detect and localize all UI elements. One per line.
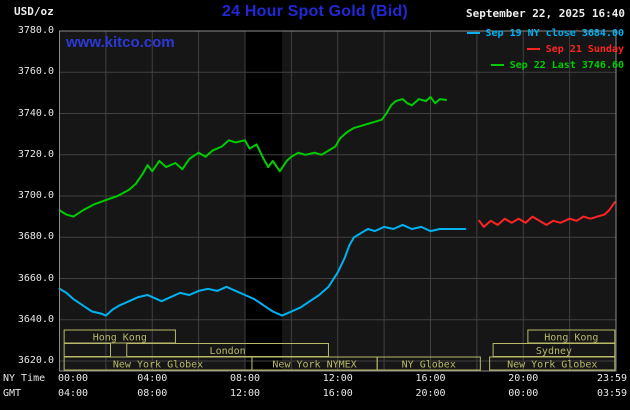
- session-label: NY Globex: [402, 360, 456, 371]
- page-title: 24 Hour Spot Gold (Bid): [222, 3, 408, 20]
- legend-dash-sep21: [526, 48, 540, 50]
- session-label: Hong Kong: [93, 333, 147, 344]
- x-tick-ny: 20:00: [508, 373, 539, 384]
- x-tick-gmt: 20:00: [415, 388, 446, 399]
- legend-row-sep19: Sep 19 NY close 3684.00: [466, 25, 624, 41]
- session-label: New York Globex: [113, 360, 203, 371]
- y-tick-label: 3680.0: [17, 231, 54, 243]
- y-tick-label: 3780.0: [17, 25, 54, 36]
- session-label: Hong Kong: [544, 333, 598, 344]
- x-tick-ny: 00:00: [57, 373, 89, 384]
- legend-row-sep21: Sep 21 Sunday: [467, 41, 624, 57]
- y-tick-label: 3740.0: [17, 107, 54, 119]
- session-label: New York Globex: [507, 360, 597, 371]
- series-line-1: [478, 201, 616, 228]
- session-label: New York NYMEX: [272, 360, 356, 371]
- legend-label-sep22: Sep 22 Last 3746.60: [509, 59, 624, 71]
- gmt-axis-label: GMT: [3, 388, 22, 399]
- x-tick-ny: 16:00: [415, 373, 446, 384]
- ny-time-axis-label: NY Time: [3, 373, 46, 384]
- y-tick-label: 3760.0: [17, 66, 54, 78]
- x-tick-ny: 12:00: [322, 373, 353, 384]
- legend-dash-sep22: [490, 64, 504, 66]
- x-tick-gmt: 03:59: [596, 388, 628, 399]
- session-label: London: [210, 346, 246, 357]
- series-line-0: [58, 223, 467, 317]
- x-tick-gmt: 16:00: [322, 388, 353, 399]
- shaded-band: [245, 31, 283, 371]
- y-tick-label: 3660.0: [17, 272, 54, 284]
- x-tick-gmt: 00:00: [508, 388, 539, 399]
- x-tick-gmt: 12:00: [229, 388, 261, 399]
- x-tick-ny: 08:00: [229, 373, 261, 384]
- plot-border: [59, 30, 617, 372]
- kitco-watermark-link[interactable]: www.kitco.com: [66, 34, 175, 51]
- session-label: Sydney: [536, 346, 572, 357]
- x-tick-gmt: 08:00: [137, 388, 168, 399]
- session-box: [376, 356, 481, 371]
- x-tick-ny: 04:00: [137, 373, 168, 384]
- session-box: [489, 356, 616, 371]
- session-box: [63, 329, 176, 344]
- x-tick-ny: 23:59: [596, 373, 628, 384]
- legend-label-sep19: Sep 19 NY close 3684.00: [485, 27, 624, 39]
- y-tick-label: 3700.0: [17, 190, 54, 201]
- series-line-2: [58, 96, 447, 218]
- legend-dash-sep19: [466, 32, 480, 34]
- y-tick-label: 3640.0: [17, 313, 54, 325]
- y-axis-unit-label: USD/oz: [14, 5, 54, 18]
- legend-label-sep21: Sep 21 Sunday: [545, 43, 624, 55]
- legend-row-sep22: Sep 22 Last 3746.60: [467, 57, 624, 73]
- chart-legend: Sep 19 NY close 3684.00 Sep 21 Sunday Se…: [466, 25, 624, 73]
- datetime-label: September 22, 2025 16:40: [466, 7, 625, 20]
- x-tick-gmt: 04:00: [57, 388, 89, 399]
- y-tick-label: 3620.0: [17, 355, 54, 366]
- y-tick-label: 3720.0: [17, 148, 54, 160]
